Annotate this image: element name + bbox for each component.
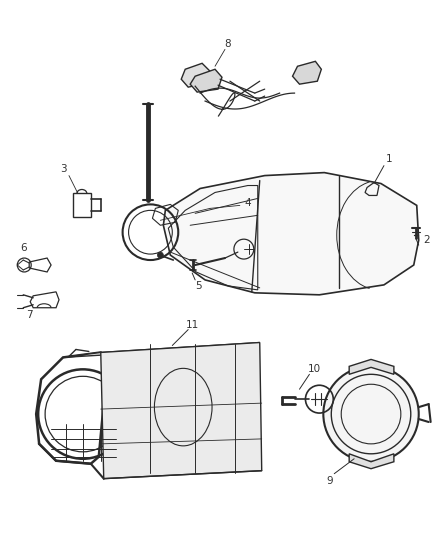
Text: 9: 9 <box>326 475 332 486</box>
Circle shape <box>157 252 163 258</box>
Polygon shape <box>349 359 394 374</box>
Text: 10: 10 <box>308 365 321 374</box>
Text: 2: 2 <box>424 235 430 245</box>
Circle shape <box>323 366 419 462</box>
Polygon shape <box>349 454 394 469</box>
Polygon shape <box>63 343 260 358</box>
Text: 6: 6 <box>20 243 27 253</box>
Polygon shape <box>181 63 210 87</box>
Text: 5: 5 <box>195 281 201 291</box>
Text: 7: 7 <box>26 310 32 320</box>
Text: 4: 4 <box>244 198 251 208</box>
Polygon shape <box>163 173 419 295</box>
Text: 3: 3 <box>60 164 66 174</box>
Polygon shape <box>101 343 262 479</box>
Polygon shape <box>190 69 222 92</box>
Polygon shape <box>293 61 321 84</box>
Text: 11: 11 <box>186 320 199 329</box>
Text: 1: 1 <box>385 154 392 164</box>
Text: 8: 8 <box>225 39 231 50</box>
